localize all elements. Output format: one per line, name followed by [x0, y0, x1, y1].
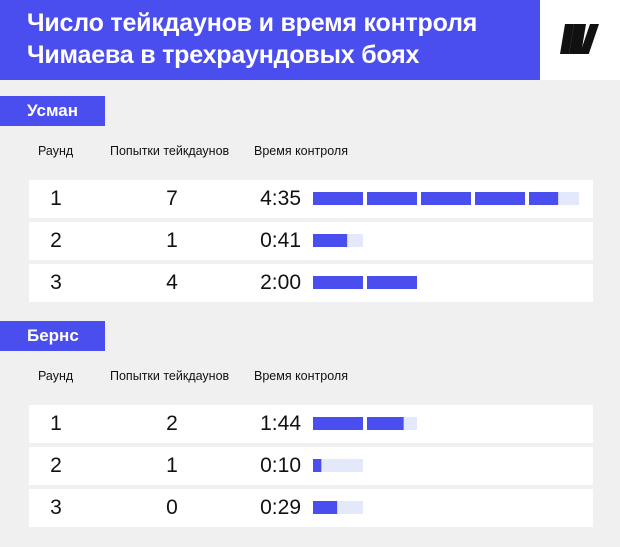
table-row: 3 4 2:00: [29, 264, 593, 302]
column-header-round: Раунд: [38, 369, 74, 383]
bar-segment: [313, 417, 363, 430]
round-cell: 3: [50, 271, 62, 294]
bar-separator: [363, 192, 367, 205]
bar-separator: [525, 192, 529, 205]
chart-title-line-1: Число тейкдаунов и время контроля: [27, 9, 478, 37]
control-time-bar: [313, 459, 363, 472]
table-row: 2 1 0:41: [29, 222, 593, 260]
title-banner: Число тейкдаунов и время контроля Чимаев…: [0, 0, 540, 80]
takedown-attempts-cell: 2: [166, 412, 178, 435]
control-time-bar: [313, 192, 579, 205]
publisher-logo-icon: [560, 24, 599, 54]
bar-track: [313, 459, 363, 472]
bar-segment: [367, 417, 404, 430]
column-header-takedowns: Попытки тейкдаунов: [110, 144, 230, 158]
control-time-bar: [313, 417, 417, 430]
logo-box: [540, 0, 620, 80]
column-header-round: Раунд: [38, 144, 74, 158]
table-row: 2 1 0:10: [29, 447, 593, 485]
takedown-attempts-cell: 4: [166, 271, 178, 294]
control-time-cell: 4:35: [260, 187, 301, 210]
bar-segment: [313, 276, 363, 289]
round-cell: 2: [50, 229, 62, 252]
bar-segment: [529, 192, 559, 205]
bar-separator: [471, 192, 475, 205]
bar-segment: [475, 192, 525, 205]
bar-separator: [363, 417, 367, 430]
round-cell: 1: [50, 187, 62, 210]
bar-segment: [313, 501, 338, 514]
control-time-cell: 0:10: [260, 454, 301, 477]
control-time-bar: [313, 501, 363, 514]
table-row: 3 0 0:29: [29, 489, 593, 527]
bar-segment: [313, 192, 363, 205]
round-cell: 2: [50, 454, 62, 477]
bar-segment: [313, 234, 348, 247]
round-cell: 1: [50, 412, 62, 435]
control-time-bar: [313, 234, 363, 247]
bar-separator: [417, 192, 421, 205]
takedown-attempts-cell: 0: [166, 496, 178, 519]
fighter-label: Усман: [0, 96, 105, 126]
column-header-control: Время контроля: [254, 144, 348, 158]
takedown-attempts-cell: 1: [166, 454, 178, 477]
bar-segment: [313, 459, 322, 472]
chart-title-line-2: Чимаева в трехраундовых боях: [27, 41, 420, 69]
control-time-cell: 0:41: [260, 229, 301, 252]
table-row: 1 7 4:35: [29, 180, 593, 218]
bar-separator: [363, 276, 367, 289]
bar-segment: [367, 276, 417, 289]
bar-segment: [421, 192, 471, 205]
control-time-cell: 1:44: [260, 412, 301, 435]
control-time-cell: 0:29: [260, 496, 301, 519]
column-header-control: Время контроля: [254, 369, 348, 383]
control-time-cell: 2:00: [260, 271, 301, 294]
round-cell: 3: [50, 496, 62, 519]
table-row: 1 2 1:44: [29, 405, 593, 443]
column-header-takedowns: Попытки тейкдаунов: [110, 369, 230, 383]
section-burns: Бернс Раунд Попытки тейкдаунов Время кон…: [0, 321, 620, 531]
section-usman: Усман Раунд Попытки тейкдаунов Время кон…: [0, 96, 620, 306]
control-time-bar: [313, 276, 417, 289]
takedown-attempts-cell: 1: [166, 229, 178, 252]
fighter-label: Бернс: [0, 321, 105, 351]
bar-segment: [367, 192, 417, 205]
takedown-attempts-cell: 7: [166, 187, 178, 210]
